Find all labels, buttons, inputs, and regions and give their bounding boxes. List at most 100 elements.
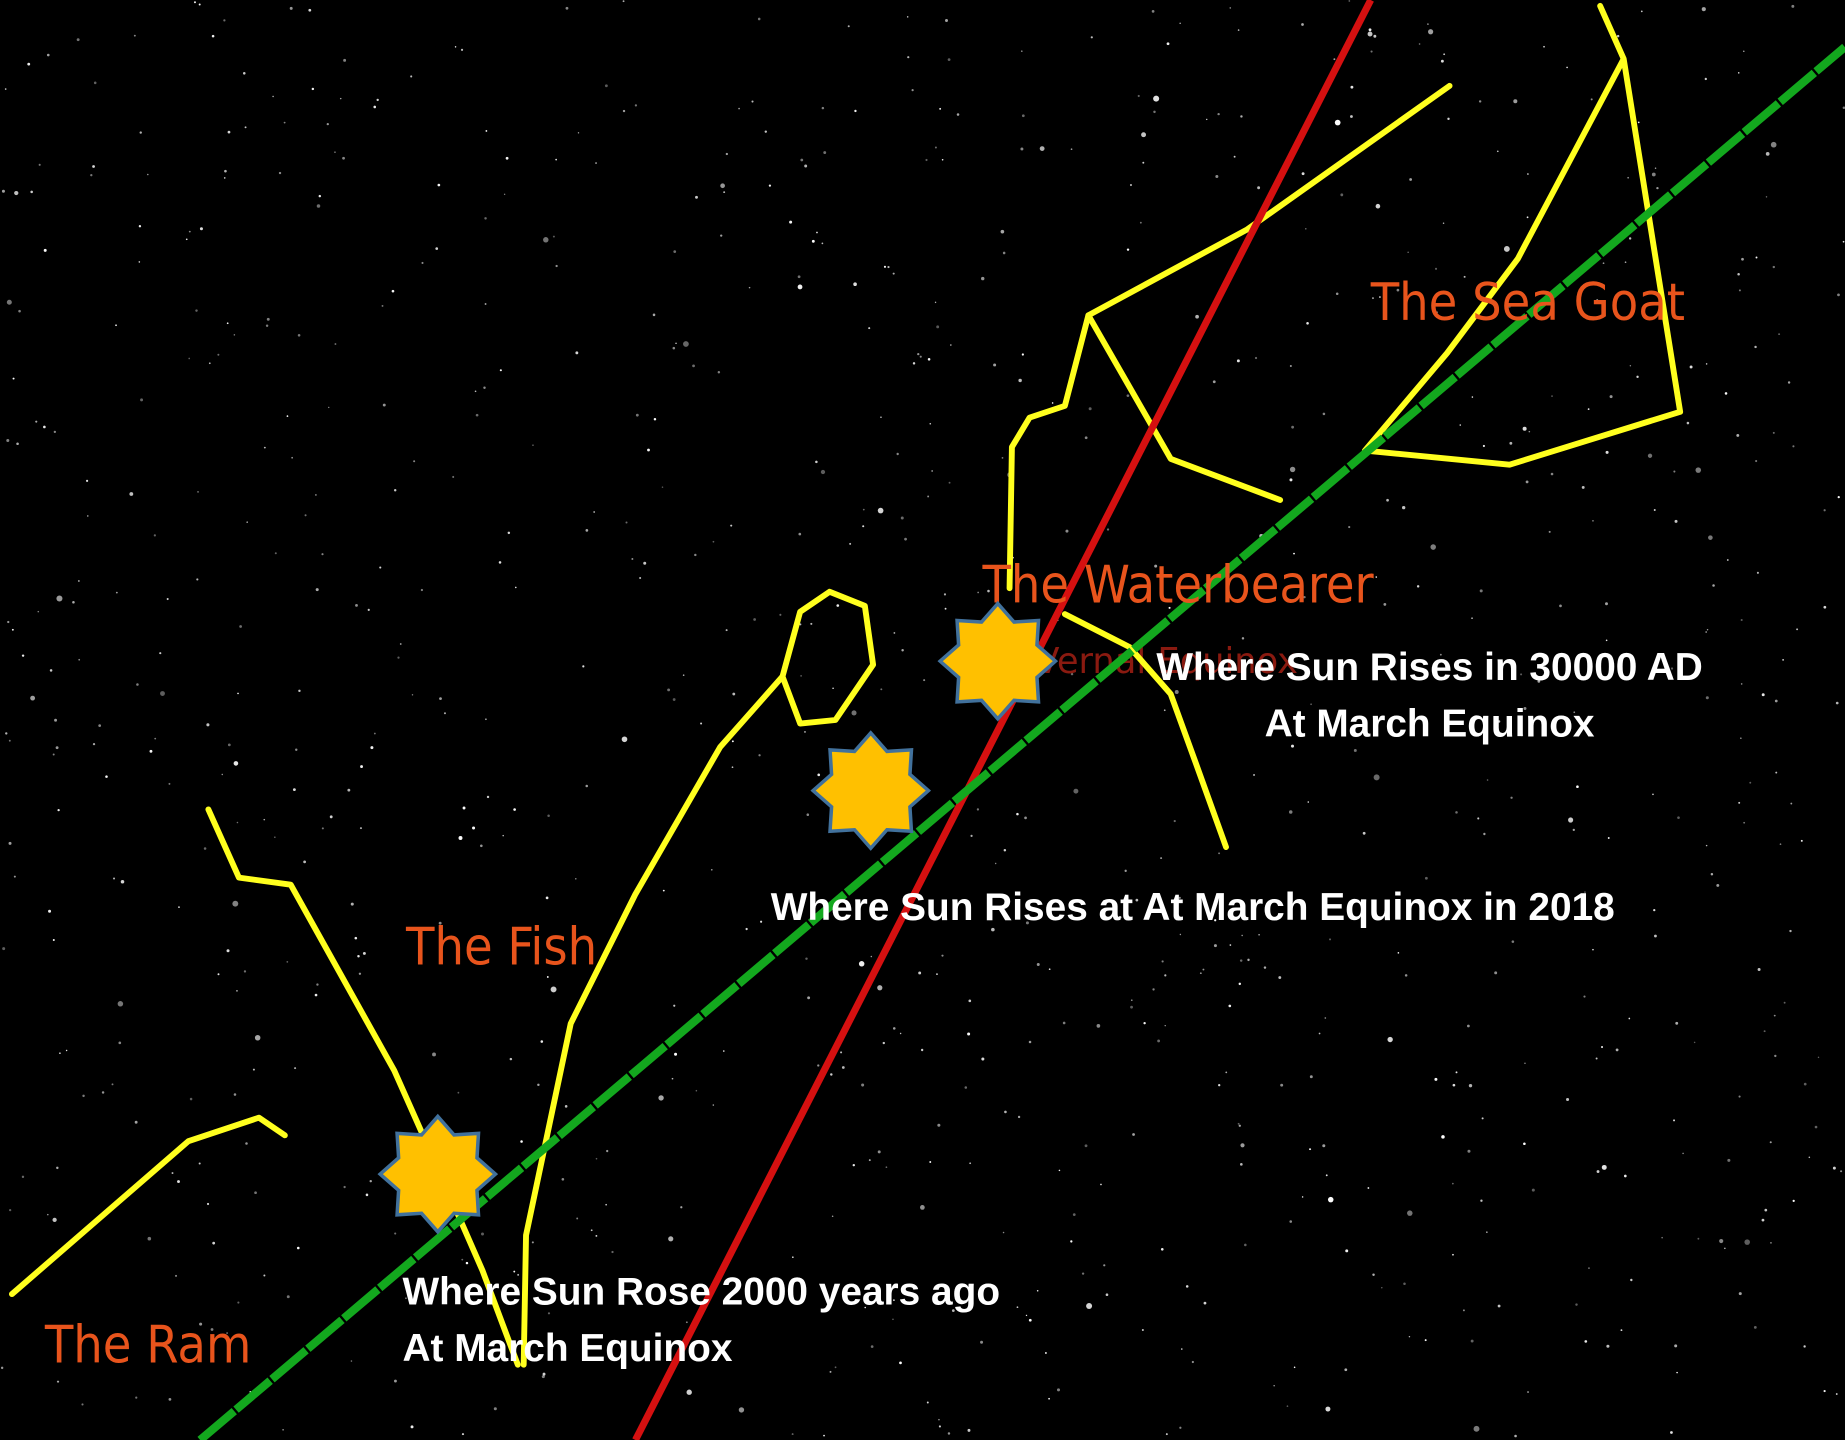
star: [254, 1035, 261, 1041]
star: [115, 324, 117, 327]
star: [321, 553, 324, 556]
star: [30, 695, 36, 701]
star: [498, 561, 502, 564]
star: [1486, 779, 1489, 781]
star: [923, 679, 926, 682]
star: [1817, 1056, 1820, 1059]
star: [768, 184, 772, 187]
star: [1661, 1236, 1663, 1239]
star: [947, 58, 951, 62]
star: [1126, 394, 1130, 397]
annotation: Where Sun Rises in 30000 AD: [1156, 646, 1702, 689]
star: [1601, 1164, 1607, 1170]
star: [1372, 1273, 1375, 1276]
star: [233, 334, 236, 336]
star: [111, 1083, 114, 1086]
star: [577, 132, 580, 134]
star: [800, 158, 804, 162]
star: [1452, 1083, 1456, 1087]
star: [1218, 1084, 1221, 1087]
annotation: Where Sun Rose 2000 years ago: [403, 1271, 1001, 1314]
star: [35, 420, 38, 423]
star: [266, 317, 270, 321]
star: [1447, 117, 1450, 121]
constellation-label: The Sea Goat: [1370, 273, 1685, 333]
star: [901, 649, 904, 652]
star: [1141, 132, 1147, 138]
star: [1724, 392, 1728, 395]
star: [968, 999, 972, 1003]
star: [805, 957, 808, 960]
star: [1511, 940, 1515, 943]
star: [673, 250, 677, 253]
star: [964, 1086, 968, 1089]
star: [1238, 982, 1242, 986]
star: [1118, 916, 1122, 919]
star: [661, 486, 664, 488]
star: [193, 1, 196, 4]
star: [1324, 1017, 1327, 1019]
star: [565, 6, 569, 10]
star: [823, 1434, 825, 1437]
star: [532, 444, 534, 446]
star: [1741, 257, 1744, 261]
star: [1693, 1041, 1696, 1044]
star: [1459, 424, 1462, 426]
star: [1179, 933, 1182, 936]
star: [358, 972, 362, 975]
star: [1755, 459, 1758, 463]
star: [484, 217, 487, 220]
star: [926, 1401, 929, 1404]
star: [1772, 265, 1776, 269]
star: [1479, 589, 1483, 593]
star: [1627, 176, 1630, 179]
star: [1775, 771, 1778, 774]
star: [236, 990, 238, 992]
star: [1568, 817, 1574, 823]
star: [1823, 605, 1827, 609]
star: [18, 309, 21, 313]
star: [1607, 837, 1610, 839]
star: [1254, 356, 1258, 360]
star: [1537, 680, 1541, 683]
star: [493, 1407, 497, 1411]
star: [149, 749, 153, 753]
star: [1241, 637, 1245, 640]
star: [811, 239, 815, 243]
star: [951, 1309, 955, 1312]
star: [991, 927, 995, 932]
star: [101, 1091, 105, 1094]
star: [1615, 1048, 1619, 1052]
star: [685, 1321, 688, 1324]
star: [667, 688, 671, 692]
star: [1470, 1339, 1474, 1343]
star: [118, 1041, 122, 1045]
star: [1548, 530, 1551, 533]
star: [927, 358, 931, 361]
star: [692, 364, 695, 368]
star: [1508, 304, 1511, 308]
star: [343, 1185, 346, 1189]
constellation-label: The Ram: [44, 1315, 251, 1375]
star: [1070, 672, 1074, 676]
star: [537, 1083, 540, 1087]
star: [223, 177, 226, 179]
star: [1073, 788, 1079, 794]
star: [550, 986, 557, 993]
star: [662, 889, 665, 892]
star: [1239, 959, 1243, 962]
star: [460, 48, 464, 51]
star: [1689, 365, 1693, 369]
star: [237, 1301, 240, 1304]
star: [671, 1077, 674, 1080]
star: [480, 844, 483, 848]
star: [520, 1140, 523, 1143]
star: [252, 1068, 255, 1071]
star: [394, 1232, 397, 1235]
star: [153, 534, 156, 537]
star: [934, 146, 937, 149]
star: [437, 183, 441, 187]
star: [1686, 421, 1690, 425]
star: [120, 880, 125, 884]
star: [877, 1150, 881, 1154]
